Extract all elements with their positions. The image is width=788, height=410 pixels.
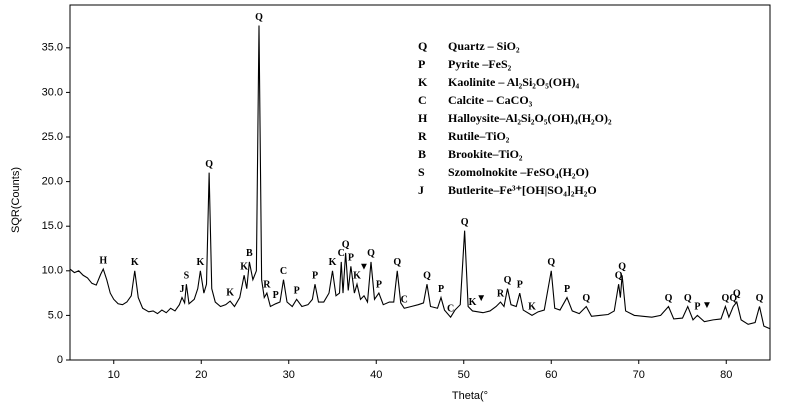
peak-label: K [353, 270, 361, 281]
peak-label: ▼ [359, 262, 369, 273]
peak-label: Q [721, 293, 729, 304]
key-symbol: H [418, 111, 428, 125]
key-label: Butlerite–Fe³⁺[OH|SO₄]₂H₂O [448, 183, 597, 197]
peak-label: K [469, 297, 477, 308]
peak-label: P [273, 290, 279, 301]
peak-label: P [694, 302, 700, 313]
peak-label: Q [423, 270, 431, 281]
peak-label: Q [684, 293, 692, 304]
x-tick-label: 30 [283, 369, 295, 381]
peak-label: Q [615, 270, 623, 281]
peak-label: R [497, 288, 505, 299]
peak-label: H [99, 255, 107, 266]
y-axis-label: SQR(Counts) [10, 167, 22, 233]
x-tick-label: 20 [195, 369, 207, 381]
x-tick-label: 10 [108, 369, 120, 381]
y-tick-label: 20.0 [42, 176, 63, 188]
peak-label: Q [393, 257, 401, 268]
peak-label: C [280, 266, 287, 277]
key-label: Quartz – SiO₂ [448, 39, 520, 53]
x-tick-label: 60 [545, 369, 557, 381]
peak-label: ▼ [702, 300, 712, 311]
peak-label: P [564, 284, 570, 295]
peak-label: ▼ [476, 293, 486, 304]
key-symbol: S [418, 165, 425, 179]
peak-label: Q [342, 239, 350, 250]
key-symbol: Q [418, 39, 427, 53]
x-tick-label: 50 [458, 369, 470, 381]
peak-label: K [226, 287, 234, 298]
peak-label: Q [618, 262, 626, 273]
key-label: Kaolinite – Al₂Si₂O₅(OH)₄ [448, 75, 579, 89]
peak-label: K [131, 257, 139, 268]
peak-label: K [528, 302, 536, 313]
x-tick-label: 40 [370, 369, 382, 381]
peak-label: Q [367, 248, 375, 259]
peak-label: K [240, 262, 248, 273]
peak-label: Q [733, 288, 741, 299]
y-tick-label: 35.0 [42, 42, 63, 54]
key-symbol: K [418, 75, 428, 89]
peak-label: P [312, 270, 318, 281]
peak-label: Q [547, 257, 555, 268]
peak-label: Q [255, 12, 263, 23]
peak-label: C [401, 295, 408, 306]
peak-label: Q [729, 293, 737, 304]
key-label: Pyrite –FeS₂ [448, 57, 512, 71]
key-label: Brookite–TiO₂ [448, 147, 523, 161]
peak-label: Q [582, 293, 590, 304]
peak-label: S [184, 270, 190, 281]
peak-label: R [263, 279, 271, 290]
peak-label: P [376, 279, 382, 290]
peak-label: P [348, 253, 354, 264]
peak-label: C [338, 248, 345, 259]
key-label: Szomolnokite –FeSO₄(H₂O) [448, 165, 589, 179]
y-tick-label: 5.0 [48, 309, 63, 321]
peak-label: C [447, 303, 454, 314]
x-tick-label: 70 [633, 369, 645, 381]
peak-label: Q [504, 275, 512, 286]
peak-label: B [246, 248, 253, 259]
y-tick-label: 15.0 [42, 220, 63, 232]
y-tick-label: 25.0 [42, 131, 63, 143]
peak-label: K [196, 257, 204, 268]
key-symbol: B [418, 147, 426, 161]
x-axis-label: Theta(° [452, 390, 488, 402]
peak-label: K [329, 257, 337, 268]
peak-label: J [180, 284, 185, 295]
x-tick-label: 80 [720, 369, 732, 381]
peak-label: Q [461, 217, 469, 228]
key-symbol: J [418, 183, 424, 197]
key-label: Halloysite–Al₂Si₂O₅(OH)₄(H₂O)₂ [448, 111, 612, 125]
xrd-line [69, 25, 771, 330]
peak-label: P [294, 286, 300, 297]
key-symbol: R [418, 129, 427, 143]
key-symbol: P [418, 57, 425, 71]
peak-label: P [517, 279, 523, 290]
y-tick-label: 30.0 [42, 86, 63, 98]
plot-frame [69, 4, 771, 361]
key-label: Calcite – CaCO₃ [448, 93, 533, 107]
key-label: Rutile–TiO₂ [448, 129, 510, 143]
y-tick-label: 10.0 [42, 265, 63, 277]
peak-label: P [438, 284, 444, 295]
peak-label: Q [205, 159, 213, 170]
key-symbol: C [418, 93, 427, 107]
y-tick-label: 0 [57, 354, 63, 366]
peak-label: Q [756, 293, 764, 304]
peak-label: Q [665, 293, 673, 304]
